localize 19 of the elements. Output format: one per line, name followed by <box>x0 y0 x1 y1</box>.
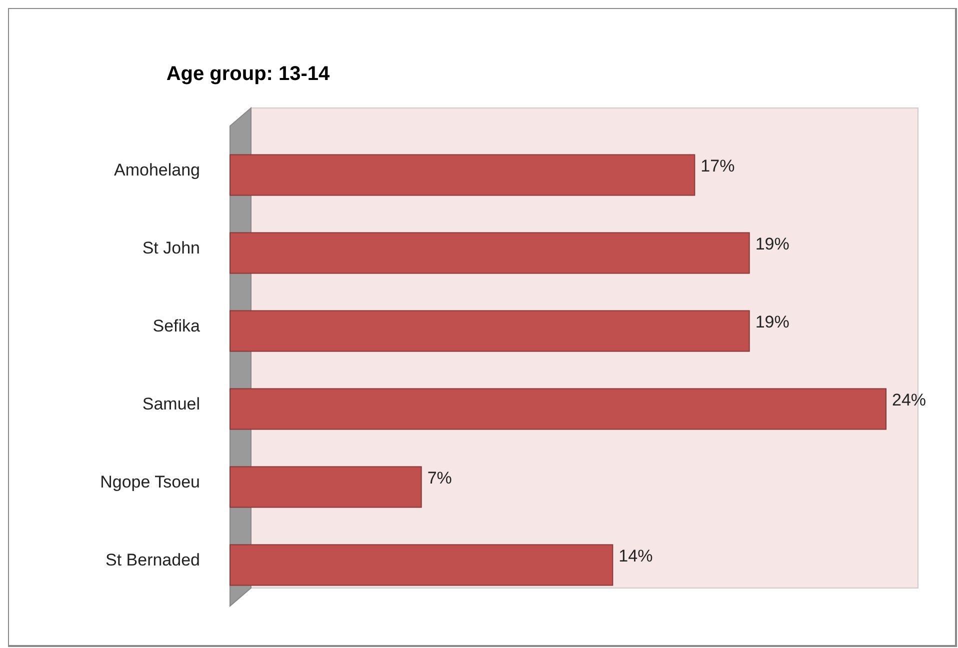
y-tick-label: St Bernaded <box>105 550 200 570</box>
y-tick-label: St John <box>142 238 200 258</box>
y-tick-label: Amohelang <box>114 160 200 180</box>
y-tick-label: Ngope Tsoeu <box>100 472 200 492</box>
bar <box>230 154 696 196</box>
bar <box>230 544 614 586</box>
data-label: 24% <box>892 390 926 410</box>
data-label: 19% <box>755 312 790 332</box>
data-label: 14% <box>618 546 653 566</box>
y-tick-label: Sefika <box>152 316 201 336</box>
data-label: 17% <box>700 156 735 176</box>
data-label: 19% <box>755 234 790 254</box>
bar <box>230 232 750 274</box>
chart-title: Age group: 13-14 <box>166 63 331 85</box>
bar <box>230 388 886 430</box>
bar <box>230 466 422 508</box>
bar <box>230 310 750 352</box>
data-label: 7% <box>427 468 452 488</box>
y-tick-label: Samuel <box>142 394 200 414</box>
